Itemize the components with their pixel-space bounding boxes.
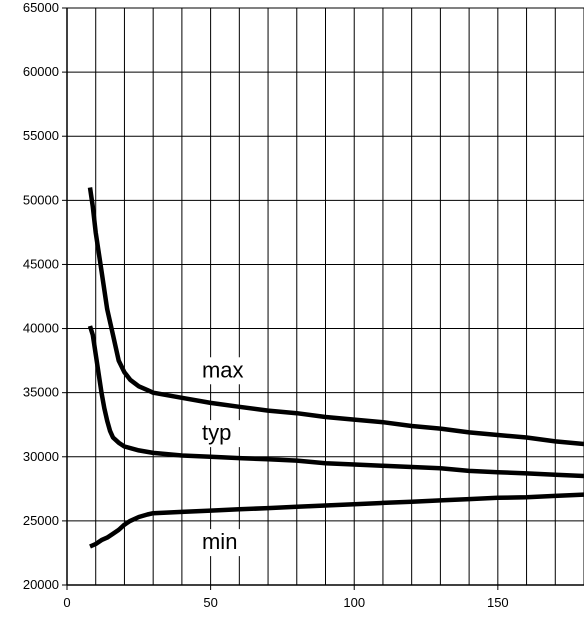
y-tick-label: 65000 <box>23 0 59 15</box>
annotation-layer: max typ min <box>195 357 250 557</box>
series-label-background <box>195 529 250 557</box>
x-tick-label: 150 <box>487 595 509 610</box>
y-tick-label: 25000 <box>23 513 59 528</box>
series-label-min: min <box>202 529 237 554</box>
y-tick-label: 35000 <box>23 385 59 400</box>
series-line-typ <box>87 325 584 479</box>
series-label-background <box>195 420 250 448</box>
y-tick-label: 55000 <box>23 128 59 143</box>
y-tick-label: 50000 <box>23 192 59 207</box>
series-label-typ: typ <box>202 420 231 445</box>
x-tick-label: 50 <box>203 595 217 610</box>
axis-layer: 20000 25000 30000 35000 40000 45000 50000 55000… <box>23 0 584 610</box>
series-line-min <box>89 492 584 549</box>
x-tick-label: 0 <box>63 595 70 610</box>
y-tick-label: 30000 <box>23 449 59 464</box>
y-tick-label: 20000 <box>23 577 59 592</box>
series-layer <box>87 187 584 549</box>
y-tick-label: 40000 <box>23 321 59 336</box>
y-tick-label: 45000 <box>23 256 59 271</box>
x-tick-label: 100 <box>343 595 365 610</box>
y-tick-label: 60000 <box>23 64 59 79</box>
series-label-max: max <box>202 357 244 382</box>
series-line-max <box>87 187 584 447</box>
series-label-background <box>195 357 250 385</box>
